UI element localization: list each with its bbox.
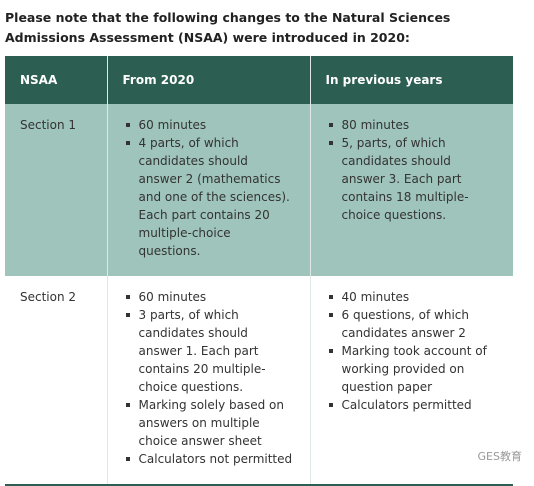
bullet-item: Calculators not permitted (125, 450, 295, 468)
bullet-item: 4 parts, of which candidates should answ… (125, 134, 295, 260)
bullet-item: Marking solely based on answers on multi… (125, 396, 295, 450)
watermark: GES教育 (477, 450, 522, 463)
bullet-list: 80 minutes 5, parts, of which candidates … (326, 116, 499, 224)
header-row: NSAA From 2020 In previous years (5, 56, 513, 104)
bullet-item: Calculators permitted (328, 396, 499, 414)
cell: 60 minutes 3 parts, of which candidates s… (107, 276, 311, 486)
bullet-item: 60 minutes (125, 116, 295, 134)
cell: 40 minutes 6 questions, of which candidat… (310, 276, 513, 486)
header-cell: In previous years (310, 56, 513, 104)
bullet-item: 40 minutes (328, 288, 499, 306)
header-cell: From 2020 (107, 56, 311, 104)
header-cell: NSAA (5, 56, 108, 104)
row: Section 2 60 minutes 3 parts, of which can… (5, 276, 513, 486)
row-label: Section 2 (5, 276, 108, 486)
bullet-item: 5, parts, of which candidates should ans… (328, 134, 499, 224)
bullet-list: 40 minutes 6 questions, of which candidat… (326, 288, 499, 414)
heading: Please note that the following changes t… (5, 10, 451, 45)
nsaa-table: NSAA From 2020 In previous years Section… (5, 56, 513, 486)
bullet-item: 60 minutes (125, 288, 295, 306)
bullet-list: 60 minutes 3 parts, of which candidates s… (123, 288, 295, 468)
table-body: Section 1 60 minutes 4 parts, of which can… (5, 104, 513, 486)
cell: 80 minutes 5, parts, of which candidates … (310, 104, 513, 276)
cell: 60 minutes 4 parts, of which candidates s… (107, 104, 311, 276)
bullet-list: 60 minutes 4 parts, of which candidates s… (123, 116, 295, 260)
bullet-item: 80 minutes (328, 116, 499, 134)
bullet-item: 3 parts, of which candidates should answ… (125, 306, 295, 396)
bullet-item: 6 questions, of which candidates answer … (328, 306, 499, 342)
row-label: Section 1 (5, 104, 108, 276)
row: Section 1 60 minutes 4 parts, of which can… (5, 104, 513, 276)
bullet-item: Marking took account of working provided… (328, 342, 499, 396)
